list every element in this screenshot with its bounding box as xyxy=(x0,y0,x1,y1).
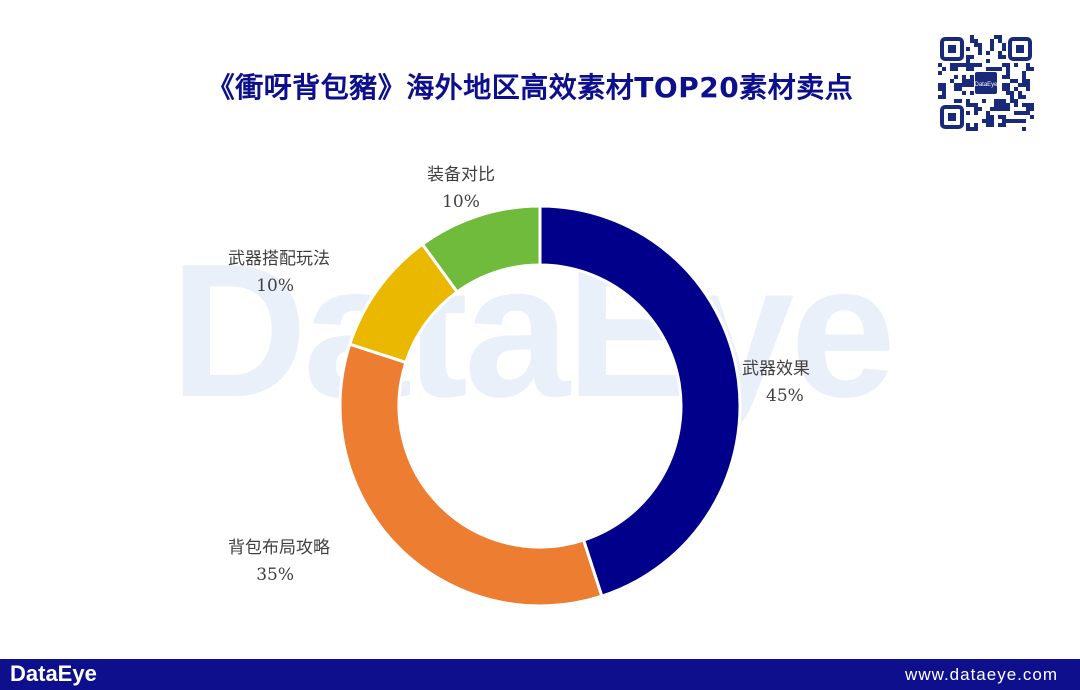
qr-logo-text: DataEye xyxy=(974,82,998,88)
slice-label-1: 武器效果 xyxy=(742,359,810,379)
slice-percent-3: 10% xyxy=(256,276,294,296)
slice-label-4: 装备对比 xyxy=(427,165,495,185)
donut-slice-2 xyxy=(338,342,604,608)
footer-brand: DataEye xyxy=(10,661,97,686)
donut-slice-4 xyxy=(420,204,542,295)
donut-chart: 武器效果 45% 背包布局攻略 35% 武器搭配玩法 10% 装备对比 10% xyxy=(228,165,810,608)
slice-label-3: 武器搭配玩法 xyxy=(228,249,330,269)
slice-label-2: 背包布局攻略 xyxy=(228,538,330,558)
donut-slice-1 xyxy=(538,204,742,599)
slice-percent-1: 45% xyxy=(766,386,804,406)
slice-percent-4: 10% xyxy=(442,192,480,212)
footer-url[interactable]: www.dataeye.com xyxy=(905,665,1058,684)
qr-code-icon: DataEye xyxy=(938,35,1034,131)
footer-bar: DataEye www.dataeye.com xyxy=(0,659,1080,690)
chart-title: 《衝呀背包豬》海外地区高效素材TOP20素材卖点 xyxy=(206,71,854,104)
watermark-logo: DataEye xyxy=(170,225,896,437)
slice-percent-2: 35% xyxy=(256,565,294,585)
